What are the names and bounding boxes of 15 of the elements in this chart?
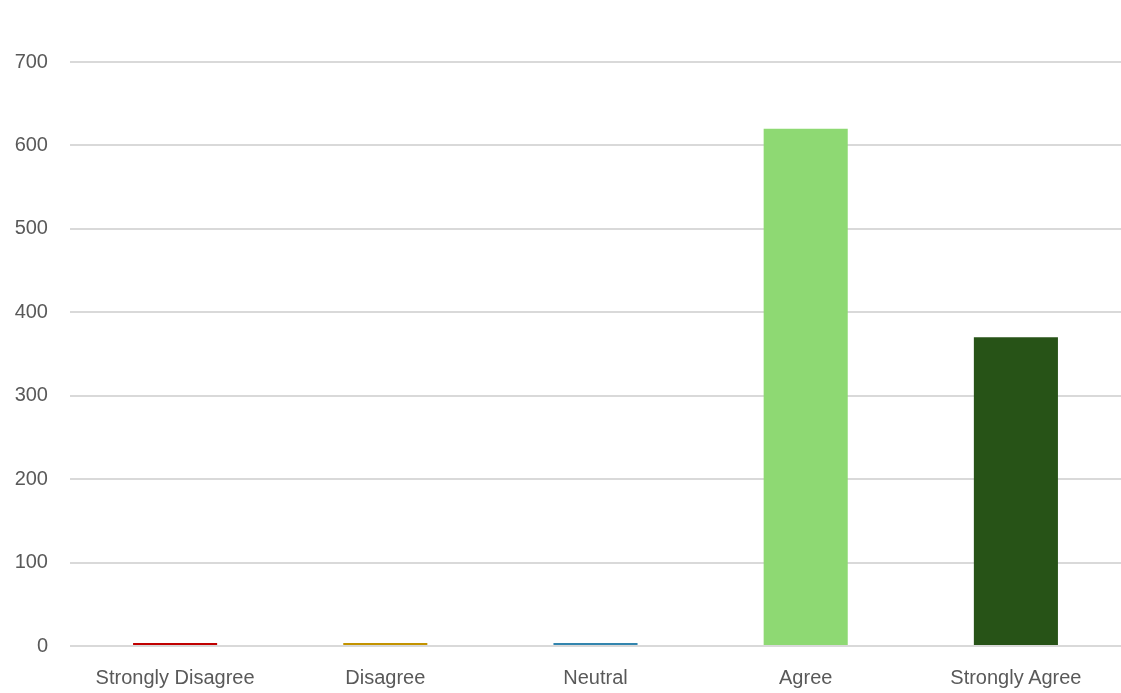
- x-tick-label: Disagree: [345, 665, 426, 688]
- x-tick-label: Agree: [779, 665, 833, 688]
- y-tick-label: 400: [14, 299, 48, 322]
- y-tick-label: 500: [14, 216, 48, 239]
- bar: [973, 337, 1058, 645]
- bar: [763, 128, 848, 645]
- x-tick-label: Strongly Agree: [950, 665, 1082, 688]
- x-tick-label: Neutral: [563, 665, 628, 688]
- y-tick-label: 700: [14, 49, 48, 72]
- y-tick-label: 0: [36, 633, 48, 656]
- x-tick-label: Strongly Disagree: [95, 665, 255, 688]
- y-tick-label: 200: [14, 466, 48, 489]
- y-tick-label: 600: [14, 132, 48, 155]
- y-tick-label: 300: [14, 383, 48, 406]
- y-tick-label: 100: [14, 550, 48, 573]
